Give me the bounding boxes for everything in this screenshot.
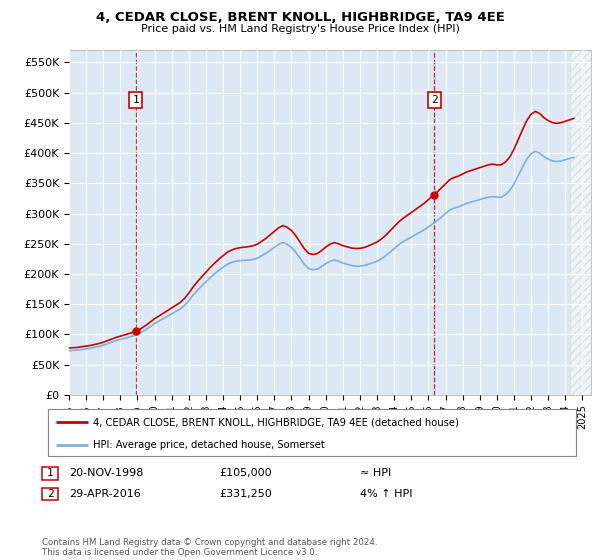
Text: Price paid vs. HM Land Registry's House Price Index (HPI): Price paid vs. HM Land Registry's House … — [140, 24, 460, 34]
Text: 29-APR-2016: 29-APR-2016 — [69, 489, 141, 499]
Text: 1: 1 — [133, 95, 139, 105]
Text: 1: 1 — [47, 468, 54, 478]
Text: 2: 2 — [431, 95, 437, 105]
Text: Contains HM Land Registry data © Crown copyright and database right 2024.
This d: Contains HM Land Registry data © Crown c… — [42, 538, 377, 557]
Text: 4% ↑ HPI: 4% ↑ HPI — [360, 489, 413, 499]
Text: HPI: Average price, detached house, Somerset: HPI: Average price, detached house, Some… — [93, 440, 325, 450]
Text: £331,250: £331,250 — [219, 489, 272, 499]
Text: £105,000: £105,000 — [219, 468, 272, 478]
Text: ≈ HPI: ≈ HPI — [360, 468, 391, 478]
Bar — [569, 50, 591, 395]
Text: 20-NOV-1998: 20-NOV-1998 — [69, 468, 143, 478]
Text: 4, CEDAR CLOSE, BRENT KNOLL, HIGHBRIDGE, TA9 4EE (detached house): 4, CEDAR CLOSE, BRENT KNOLL, HIGHBRIDGE,… — [93, 417, 459, 427]
Text: 4, CEDAR CLOSE, BRENT KNOLL, HIGHBRIDGE, TA9 4EE: 4, CEDAR CLOSE, BRENT KNOLL, HIGHBRIDGE,… — [95, 11, 505, 24]
Text: 2: 2 — [47, 489, 54, 499]
